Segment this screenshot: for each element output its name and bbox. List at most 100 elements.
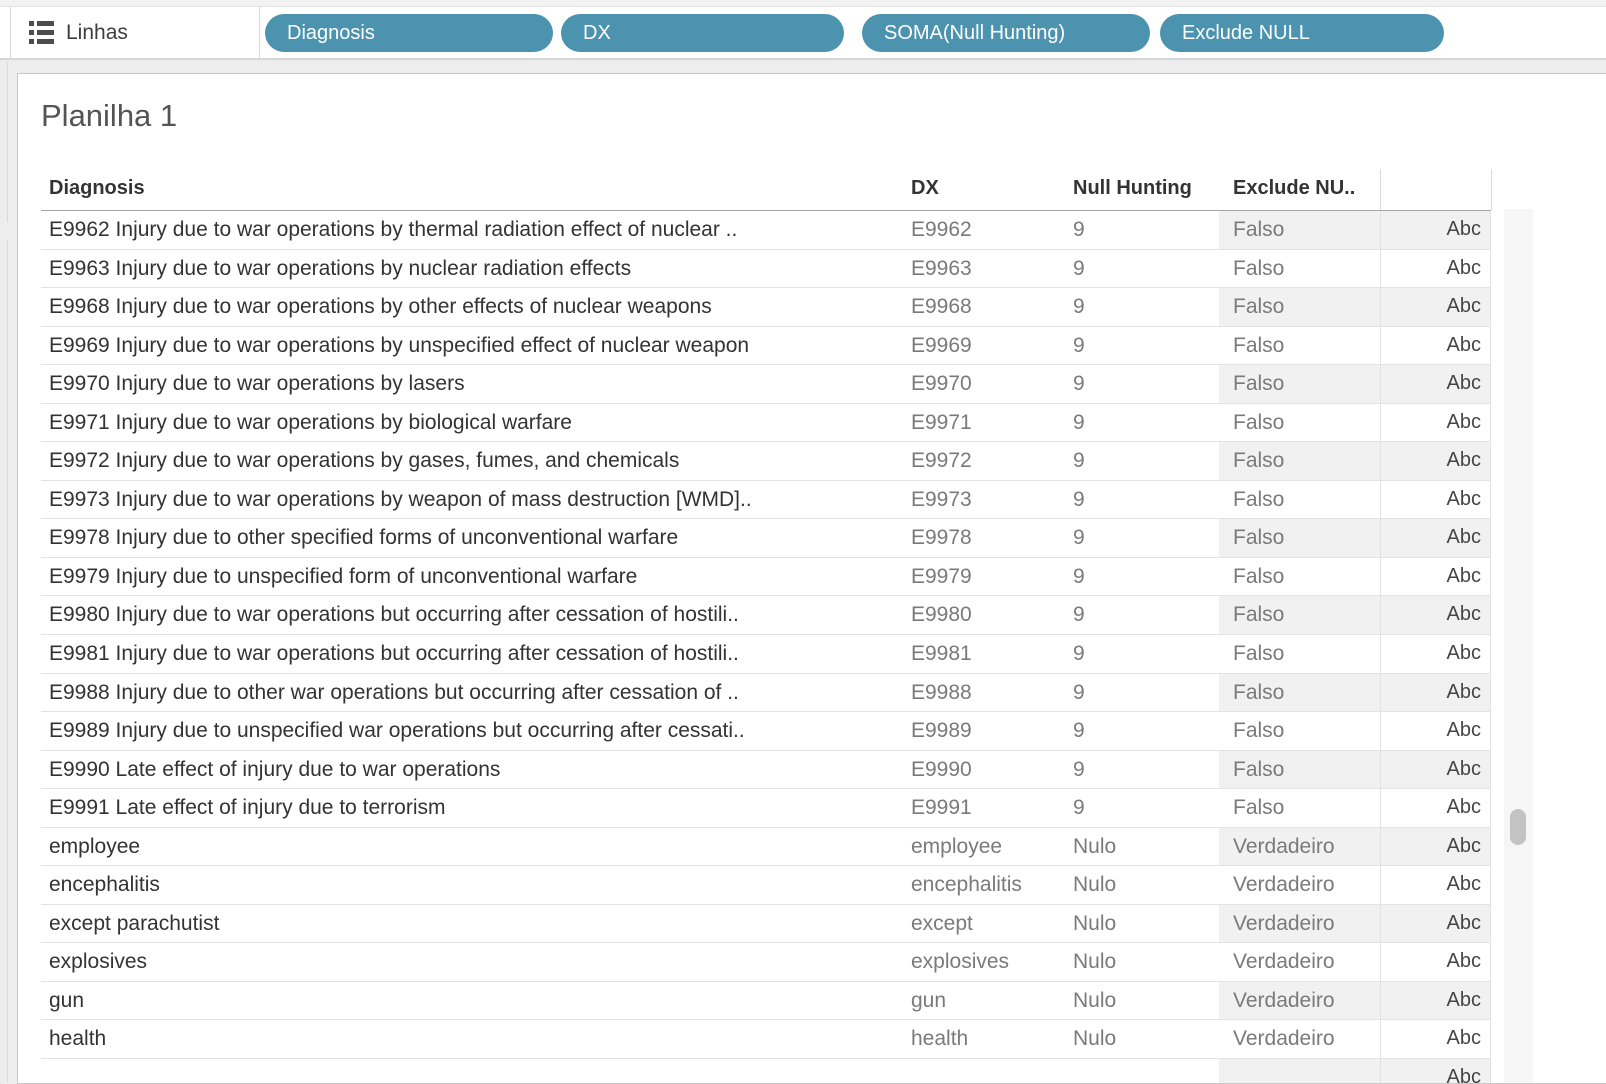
dx-cell: E9990 — [911, 757, 972, 781]
abc-mark-cell[interactable]: Abc — [1380, 750, 1491, 789]
table-row[interactable]: E9969 Injury due to war operations by un… — [41, 326, 1491, 366]
pill-soma-null-hunting[interactable]: SOMA(Null Hunting) — [862, 14, 1150, 52]
exclude-null-cell: Falso — [1233, 410, 1285, 434]
null-hunting-cell: Nulo — [1073, 873, 1117, 897]
diagnosis-cell: E9970 Injury due to war operations by la… — [49, 372, 465, 396]
abc-mark-cell[interactable]: Abc — [1380, 943, 1491, 981]
table-row[interactable]: E9968 Injury due to war operations by ot… — [41, 288, 1491, 327]
abc-mark-cell[interactable]: Abc — [1380, 1059, 1491, 1083]
vertical-scrollbar-thumb[interactable] — [1510, 809, 1526, 845]
table-row[interactable]: E9990 Late effect of injury due to war o… — [41, 750, 1491, 790]
abc-mark-cell[interactable]: Abc — [1380, 866, 1491, 904]
dx-cell: E9973 — [911, 487, 972, 511]
dx-cell: E9969 — [911, 333, 972, 357]
table-row[interactable]: E9979 Injury due to unspecified form of … — [41, 557, 1491, 597]
abc-mark-cell[interactable]: Abc — [1380, 981, 1491, 1020]
table-row[interactable]: E9963 Injury due to war operations by nu… — [41, 249, 1491, 289]
diagnosis-cell: E9980 Injury due to war operations but o… — [49, 603, 739, 627]
table-row[interactable]: encephalitis encephalitis Nulo Verdadeiro Ab… — [41, 866, 1491, 905]
diagnosis-cell: E9989 Injury due to unspecified war oper… — [49, 719, 745, 743]
table-row[interactable]: health health Nulo Verdadeiro Abc — [41, 1020, 1491, 1060]
diagnosis-cell: E9969 Injury due to war operations by un… — [49, 333, 750, 357]
table-row[interactable]: E9973 Injury due to war operations by we… — [41, 480, 1491, 520]
abc-mark-cell[interactable]: Abc — [1380, 288, 1491, 326]
table-row[interactable]: E9991 Late effect of injury due to terro… — [41, 789, 1491, 828]
null-hunting-cell: 9 — [1073, 333, 1085, 357]
abc-mark-cell[interactable]: Abc — [1380, 904, 1491, 943]
exclude-null-cell: Falso — [1219, 288, 1380, 326]
column-header-exclude-null[interactable]: Exclude NU.. — [1233, 177, 1356, 199]
table-row[interactable]: E9962 Injury due to war operations by th… — [41, 211, 1491, 250]
table-row[interactable]: E9971 Injury due to war operations by bi… — [41, 403, 1491, 443]
diagnosis-cell: E9971 Injury due to war operations by bi… — [49, 410, 572, 434]
table-row[interactable]: employee employee Nulo Verdadeiro Abc — [41, 827, 1491, 867]
abc-mark-cell[interactable]: Abc — [1380, 712, 1491, 750]
table-row[interactable]: E9970 Injury due to war operations by la… — [41, 365, 1491, 404]
column-header-null-hunting[interactable]: Null Hunting — [1073, 177, 1192, 199]
abc-mark-cell[interactable]: Abc — [1380, 635, 1491, 673]
abc-mark-cell[interactable]: Abc — [1380, 596, 1491, 635]
table-row[interactable]: except parachutist except Nulo Verdadeiro Ab… — [41, 904, 1491, 944]
abc-mark-cell[interactable]: Abc — [1380, 365, 1491, 403]
diagnosis-cell: explosives — [49, 950, 148, 974]
diagnosis-cell — [49, 1059, 880, 1083]
table-row[interactable]: E9980 Injury due to war operations but o… — [41, 596, 1491, 636]
dx-cell: except — [911, 911, 973, 935]
table-rows: E9962 Injury due to war operations by th… — [18, 211, 1606, 1083]
null-hunting-cell: 9 — [1073, 295, 1085, 319]
null-hunting-cell: 9 — [1073, 218, 1085, 241]
abc-mark-cell[interactable]: Abc — [1380, 827, 1491, 866]
diagnosis-cell: E9988 Injury due to other war operations… — [49, 680, 739, 704]
rows-shelf-header: Linhas — [10, 7, 260, 58]
table-row[interactable]: explosives explosives Nulo Verdadeiro Abc — [41, 943, 1491, 982]
table-row[interactable]: E9988 Injury due to other war operations… — [41, 673, 1491, 713]
null-hunting-cell: 9 — [1073, 757, 1085, 781]
abc-mark-cell[interactable]: Abc — [1380, 789, 1491, 827]
abc-mark-cell[interactable]: Abc — [1380, 480, 1491, 519]
abc-mark-cell[interactable]: Abc — [1380, 519, 1491, 557]
pill-dx[interactable]: DX — [561, 14, 844, 52]
column-header-dx[interactable]: DX — [911, 177, 939, 199]
table-row[interactable]: E9981 Injury due to war operations but o… — [41, 635, 1491, 674]
diagnosis-cell: E9973 Injury due to war operations by we… — [49, 487, 752, 511]
abc-mark-cell[interactable]: Abc — [1380, 403, 1491, 442]
exclude-null-cell: Falso — [1219, 365, 1380, 403]
header-underline — [41, 210, 1491, 211]
abc-mark-cell[interactable]: Abc — [1380, 326, 1491, 365]
null-hunting-cell: 9 — [1073, 603, 1085, 627]
column-header-diagnosis[interactable]: Diagnosis — [49, 177, 145, 199]
exclude-null-cell: Falso — [1219, 442, 1380, 480]
abc-mark-cell[interactable]: Abc — [1380, 557, 1491, 596]
abc-mark-cell[interactable]: Abc — [1380, 211, 1491, 249]
pill-diagnosis[interactable]: Diagnosis — [265, 14, 553, 52]
vertical-scrollbar-track[interactable] — [1504, 209, 1533, 1083]
dx-cell: E9971 — [911, 410, 972, 434]
table-row[interactable]: Abc — [41, 1059, 1491, 1083]
table-row[interactable]: E9989 Injury due to unspecified war oper… — [41, 712, 1491, 751]
pill-exclude-null[interactable]: Exclude NULL — [1160, 14, 1444, 52]
exclude-null-cell: Falso — [1219, 519, 1380, 557]
dx-cell: explosives — [911, 950, 1010, 974]
dx-cell: E9981 — [911, 642, 972, 666]
exclude-null-cell: Falso — [1219, 673, 1380, 712]
dx-cell: E9972 — [911, 449, 972, 473]
abc-mark-cell[interactable]: Abc — [1380, 249, 1491, 288]
table-row[interactable]: E9972 Injury due to war operations by ga… — [41, 442, 1491, 481]
null-hunting-cell: 9 — [1073, 449, 1085, 473]
table-row[interactable]: E9978 Injury due to other specified form… — [41, 519, 1491, 558]
abc-mark-cell[interactable]: Abc — [1380, 1020, 1491, 1059]
diagnosis-cell: employee — [49, 834, 141, 858]
rows-shelf-label: Linhas — [66, 20, 128, 44]
null-hunting-cell — [1073, 1059, 1213, 1083]
null-hunting-cell: 9 — [1073, 680, 1085, 704]
exclude-null-cell — [1219, 1059, 1380, 1083]
null-hunting-cell: 9 — [1073, 372, 1085, 396]
abc-mark-cell[interactable]: Abc — [1380, 673, 1491, 712]
null-hunting-cell: 9 — [1073, 642, 1085, 666]
abc-mark-cell[interactable]: Abc — [1380, 442, 1491, 480]
table-row[interactable]: gun gun Nulo Verdadeiro Abc — [41, 981, 1491, 1021]
dx-cell — [911, 1059, 1061, 1083]
null-hunting-cell: 9 — [1073, 256, 1085, 280]
exclude-null-cell: Falso — [1233, 487, 1285, 511]
exclude-null-cell: Falso — [1233, 333, 1285, 357]
